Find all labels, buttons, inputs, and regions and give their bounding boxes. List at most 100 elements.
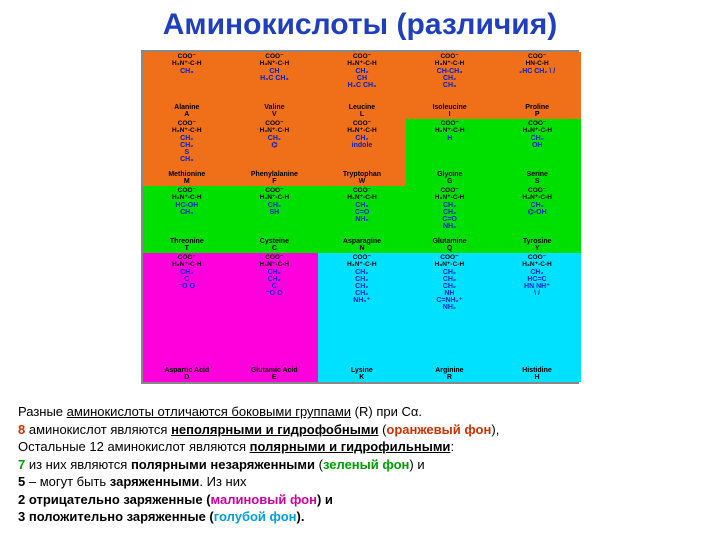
amino-code: F <box>272 178 276 185</box>
footer-line-3: 7 из них являются полярными незаряженным… <box>18 456 702 474</box>
amino-name: Lysine <box>351 367 373 374</box>
r-group: CH₂OH <box>531 135 544 149</box>
formula-backbone: H₃N⁺-C-H <box>522 128 552 135</box>
r-group: CH₂CH₂CH₂CH₂NH₃⁺ <box>353 269 370 304</box>
amino-K: COO⁻H₃N⁺-C-HCH₂CH₂CH₂CH₂NH₃⁺LysineK <box>318 253 406 382</box>
r-group: CH₂C⁻O O <box>178 269 195 290</box>
amino-code: S <box>535 178 540 185</box>
amino-name: Phenylalanine <box>251 171 298 178</box>
r-group: CHH₃C CH₃ <box>260 68 289 82</box>
formula-backbone: H₃N⁺-C-H <box>435 61 465 68</box>
amino-G: COO⁻H₃N⁺-C-HHGlycineG <box>406 119 494 186</box>
formula-backbone: H₃N⁺-C-H <box>435 128 465 135</box>
r-group: CH₂CH₂C=ONH₂ <box>442 202 457 230</box>
amino-name: Serine <box>527 171 548 178</box>
formula-backbone: H₃N⁺-C-H <box>347 61 377 68</box>
amino-name: Asparagine <box>343 238 381 245</box>
r-group: ₂HC CH₂ \ / <box>519 68 555 75</box>
formula-backbone: H₃N⁺-C-H <box>259 262 289 269</box>
amino-name: Glutamic Acid <box>251 367 298 374</box>
amino-L: COO⁻H₃N⁺-C-HCH₂CHH₃C CH₃LeucineL <box>318 52 406 119</box>
footer-line-2: Остальные 12 аминокислот являются полярн… <box>18 438 702 456</box>
formula-backbone: H₃N⁺-C-H <box>435 195 465 202</box>
amino-D: COO⁻H₃N⁺-C-HCH₂C⁻O OAspartic AcidD <box>143 253 231 382</box>
page-title: Аминокислоты (различия) <box>0 0 720 42</box>
formula-backbone: H₃N⁺-C-H <box>347 262 377 269</box>
r-group: CH₂CH₂SCH₃ <box>180 135 193 163</box>
amino-V: COO⁻H₃N⁺-C-HCHH₃C CH₃ValineV <box>231 52 319 119</box>
group-polar-uncharged-bottom: COO⁻H₃N⁺-C-HHC-OHCH₃ThreonineTCOO⁻H₃N⁺-C… <box>143 186 581 253</box>
r-group: CH-CH₃CH₂CH₃ <box>437 68 463 89</box>
amino-code: R <box>447 374 452 381</box>
formula-backbone: H₃N⁺-C-H <box>172 61 202 68</box>
amino-name: Valine <box>264 104 284 111</box>
group-positive: COO⁻H₃N⁺-C-HCH₂CH₂CH₂CH₂NH₃⁺LysineKCOO⁻H… <box>318 253 581 382</box>
amino-S: COO⁻H₃N⁺-C-HCH₂OHSerineS <box>494 119 582 186</box>
r-group: CH₂HC=CHN NH⁺\ / <box>524 269 550 297</box>
amino-name: Aspartic Acid <box>164 367 209 374</box>
amino-code: I <box>449 111 451 118</box>
amino-R: COO⁻H₃N⁺-C-HCH₂CH₂CH₂NHC=NH₂⁺NH₂Arginine… <box>406 253 494 382</box>
formula-backbone: HN-C-H <box>526 61 549 68</box>
amino-I: COO⁻H₃N⁺-C-HCH-CH₃CH₂CH₃IsoleucineI <box>406 52 494 119</box>
amino-name: Arginine <box>435 367 463 374</box>
formula-backbone: H₃N⁺-C-H <box>522 195 552 202</box>
amino-name: Glutamine <box>432 238 466 245</box>
r-group: CH₃ <box>180 68 193 75</box>
amino-code: D <box>184 374 189 381</box>
footer-line-4: 5 – могут быть заряженными. Из них <box>18 473 702 491</box>
amino-name: Tryptophan <box>343 171 381 178</box>
footer-text: Разные аминокислоты отличаются боковыми … <box>18 403 702 526</box>
r-group: CH₂SH <box>268 202 281 216</box>
group-hydrophobic2: COO⁻H₃N⁺-C-HCH₂CH₂SCH₃MethionineMCOO⁻H₃N… <box>143 119 406 186</box>
amino-code: H <box>534 374 539 381</box>
r-group: H <box>447 135 452 142</box>
amino-W: COO⁻H₃N⁺-C-HCH₂indoleTryptophanW <box>318 119 406 186</box>
formula-backbone: H₃N⁺-C-H <box>260 128 290 135</box>
amino-name: Isoleucine <box>432 104 466 111</box>
formula-backbone: H₃N⁺-C-H <box>347 195 377 202</box>
amino-F: COO⁻H₃N⁺-C-HCH₂⌬PhenylalanineF <box>231 119 319 186</box>
formula-backbone: H₃N⁺-C-H <box>172 128 202 135</box>
r-group: CH₂indole <box>352 135 373 149</box>
formula-backbone: H₃N⁺-C-H <box>260 195 290 202</box>
r-group: CH₂C=ONH₂ <box>355 202 370 223</box>
amino-code: P <box>535 111 540 118</box>
amino-name: Leucine <box>349 104 375 111</box>
amino-E: COO⁻H₃N⁺-C-HCH₂CH₂C⁻O OGlutamic AcidE <box>231 253 319 382</box>
amino-code: G <box>447 178 452 185</box>
group-negative: COO⁻H₃N⁺-C-HCH₂C⁻O OAspartic AcidDCOO⁻H₃… <box>143 253 318 382</box>
amino-code: Y <box>535 245 540 252</box>
amino-code: W <box>359 178 366 185</box>
r-group: CH₂⌬-OH <box>528 202 547 216</box>
amino-code: E <box>272 374 277 381</box>
formula-backbone: H₃N⁺-C-H <box>172 195 202 202</box>
amino-name: Threonine <box>170 238 204 245</box>
amino-code: Q <box>447 245 452 252</box>
amino-name: Cysteine <box>260 238 289 245</box>
amino-H: COO⁻H₃N⁺-C-HCH₂HC=CHN NH⁺\ /HistidineH <box>493 253 581 382</box>
r-group: CH₂CH₂C⁻O O <box>266 269 283 297</box>
formula-backbone: H₃N⁺-C-H <box>522 262 552 269</box>
footer-line-5: 2 отрицательно заряженные (малиновый фон… <box>18 491 702 509</box>
amino-N: COO⁻H₃N⁺-C-HCH₂C=ONH₂AsparagineN <box>318 186 406 253</box>
amino-code: A <box>184 111 189 118</box>
amino-code: M <box>184 178 190 185</box>
amino-code: L <box>360 111 364 118</box>
formula-backbone: H₃N⁺-C-H <box>260 61 290 68</box>
group-polar-uncharged-top: COO⁻H₃N⁺-C-HHGlycineGCOO⁻H₃N⁺-C-HCH₂OHSe… <box>406 119 581 186</box>
amino-Y: COO⁻H₃N⁺-C-HCH₂⌬-OHTyrosineY <box>493 186 581 253</box>
r-group: CH₂CHH₃C CH₃ <box>348 68 377 89</box>
formula-backbone: H₃N⁺-C-H <box>172 262 202 269</box>
amino-name: Proline <box>525 104 549 111</box>
amino-code: K <box>359 374 364 381</box>
amino-code: C <box>272 245 277 252</box>
amino-A: COO⁻H₃N⁺-C-HCH₃AlanineA <box>143 52 231 119</box>
amino-acid-chart: COO⁻H₃N⁺-C-HCH₃AlanineACOO⁻H₃N⁺-C-HCHH₃C… <box>141 50 579 384</box>
amino-T: COO⁻H₃N⁺-C-HHC-OHCH₃ThreonineT <box>143 186 231 253</box>
r-group: HC-OHCH₃ <box>175 202 198 216</box>
amino-name: Methionine <box>168 171 205 178</box>
footer-line-6: 3 положительно заряженные (голубой фон). <box>18 508 702 526</box>
formula-backbone: H₃N⁺-C-H <box>435 262 465 269</box>
amino-name: Histidine <box>522 367 552 374</box>
